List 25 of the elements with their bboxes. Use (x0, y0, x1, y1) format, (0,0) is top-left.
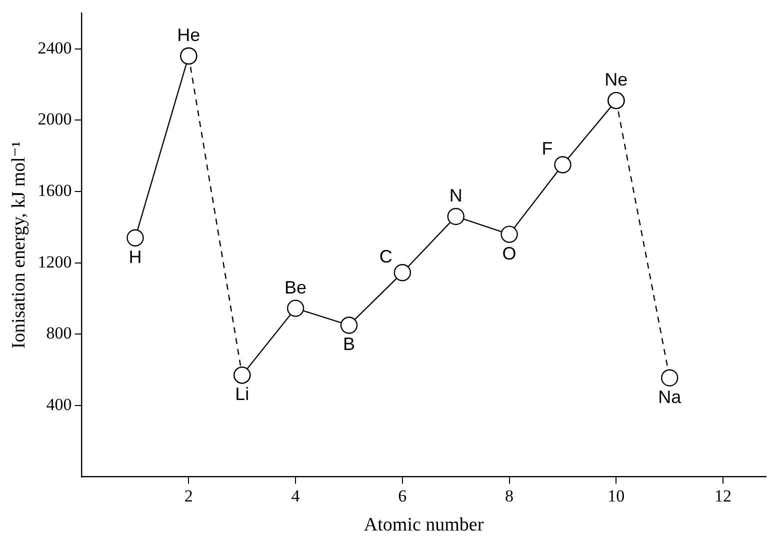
annotation: Be (284, 277, 307, 298)
y-axis-title: Ionisation energy, kJ mol⁻¹ (8, 141, 30, 349)
annotation: Ne (604, 70, 628, 90)
x-axis-title: Atomic number (364, 514, 484, 536)
y-tick-label: 2400 (38, 38, 72, 58)
x-tick-label: 6 (398, 486, 407, 506)
annotation: He (177, 24, 200, 45)
x-tick-label: 10 (608, 486, 625, 506)
annotation: B (342, 334, 355, 354)
y-tick-label: 800 (46, 324, 72, 343)
annotation: H (128, 246, 142, 267)
y-tick-label: 1200 (38, 252, 72, 272)
annotation: Na (658, 386, 682, 407)
annotation: Li (235, 384, 250, 404)
annotation: O (502, 243, 516, 264)
x-tick-label: 2 (184, 486, 193, 506)
annotation: F (542, 138, 553, 159)
annotation: C (379, 246, 392, 267)
y-tick-label: 1600 (38, 180, 72, 200)
y-tick-label: 2000 (38, 110, 72, 129)
x-tick-label: 12 (714, 486, 732, 506)
y-tick-label: 400 (46, 394, 72, 414)
x-tick-label: 8 (505, 486, 514, 506)
annotation: N (449, 185, 462, 206)
x-tick-label: 4 (291, 486, 300, 506)
